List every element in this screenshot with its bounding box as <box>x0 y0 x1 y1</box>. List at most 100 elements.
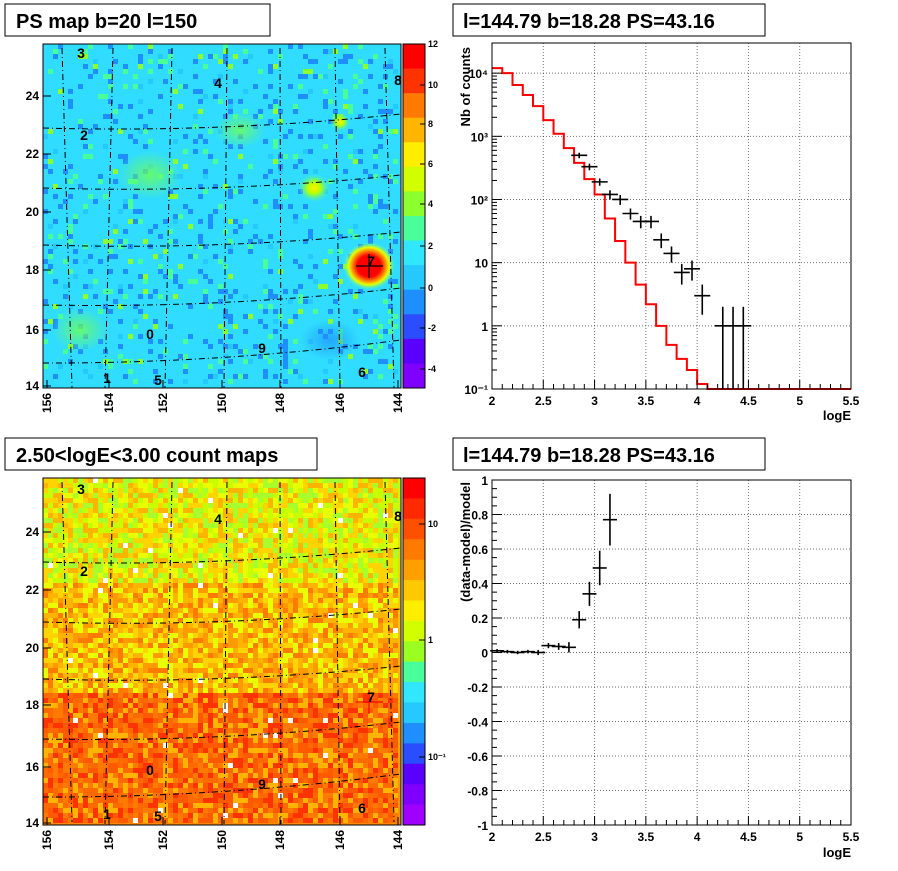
map-pixel <box>258 319 263 324</box>
map-pixel <box>78 688 83 693</box>
map-pixel <box>158 623 163 628</box>
map-pixel <box>73 783 78 788</box>
map-pixel <box>233 79 238 84</box>
map-pixel <box>193 628 198 633</box>
map-pixel <box>158 653 163 658</box>
map-pixel <box>188 788 193 793</box>
map-pixel <box>243 613 248 618</box>
map-pixel <box>118 728 123 733</box>
map-pixel <box>63 653 68 658</box>
map-pixel <box>273 573 278 578</box>
map-pixel <box>58 478 63 483</box>
map-pixel <box>298 134 303 139</box>
map-pixel <box>323 598 328 603</box>
map-pixel <box>43 653 48 658</box>
map-pixel <box>288 493 293 498</box>
map-pixel <box>208 528 213 533</box>
map-pixel <box>258 738 263 743</box>
map-pixel <box>88 663 93 668</box>
map-pixel <box>218 703 223 708</box>
map-pixel <box>108 553 113 558</box>
map-pixel <box>353 149 358 154</box>
map-pixel <box>103 144 108 149</box>
map-pixel <box>113 224 118 229</box>
map-pixel <box>73 259 78 264</box>
map-pixel <box>198 538 203 543</box>
map-pixel <box>123 633 128 638</box>
map-pixel <box>248 633 253 638</box>
map-pixel <box>288 44 293 49</box>
map-pixel <box>298 773 303 778</box>
map-pixel <box>333 274 338 279</box>
map-pixel <box>88 673 93 678</box>
map-pixel <box>168 703 173 708</box>
map-pixel <box>53 618 58 623</box>
map-pixel <box>218 698 223 703</box>
map-pixel <box>378 134 383 139</box>
map-pixel <box>303 768 308 773</box>
map-pixel <box>313 788 318 793</box>
map-pixel <box>233 503 238 508</box>
map-pixel <box>293 613 298 618</box>
map-pixel <box>123 528 128 533</box>
map-pixel <box>248 748 253 753</box>
map-pixel <box>88 498 93 503</box>
map-pixel <box>53 783 58 788</box>
map-pixel <box>138 693 143 698</box>
map-pixel <box>308 783 313 788</box>
map-pixel <box>118 304 123 309</box>
map-pixel <box>143 523 148 528</box>
map-pixel <box>143 568 148 573</box>
map-pixel <box>168 578 173 583</box>
map-pixel <box>158 758 163 763</box>
map-pixel <box>73 658 78 663</box>
map-pixel <box>143 663 148 668</box>
map-pixel <box>73 568 78 573</box>
map-pixel <box>188 538 193 543</box>
map-pixel <box>53 558 58 563</box>
map-pixel <box>218 708 223 713</box>
map-pixel <box>108 643 113 648</box>
map-pixel <box>103 668 108 673</box>
map-pixel <box>268 738 273 743</box>
map-pixel <box>208 763 213 768</box>
map-pixel <box>303 593 308 598</box>
colorbar-label: 2 <box>428 241 433 251</box>
map-pixel <box>283 533 288 538</box>
map-pixel <box>63 259 68 264</box>
map-pixel <box>118 638 123 643</box>
map-pixel <box>63 738 68 743</box>
map-pixel <box>178 658 183 663</box>
map-pixel <box>158 538 163 543</box>
map-pixel <box>158 294 163 299</box>
map-pixel <box>303 673 308 678</box>
map-pixel <box>318 134 323 139</box>
map-pixel <box>138 628 143 633</box>
map-pixel <box>158 64 163 69</box>
map-pixel <box>118 543 123 548</box>
map-pixel <box>353 309 358 314</box>
map-pixel <box>113 573 118 578</box>
map-pixel <box>83 733 88 738</box>
map-pixel <box>193 114 198 119</box>
map-pixel <box>43 683 48 688</box>
map-pixel <box>183 478 188 483</box>
x-tick-label: 152 <box>156 393 170 413</box>
map-pixel <box>188 588 193 593</box>
map-pixel <box>198 523 203 528</box>
map-pixel <box>278 553 283 558</box>
map-pixel <box>308 678 313 683</box>
map-pixel <box>313 643 318 648</box>
map-pixel <box>263 648 268 653</box>
map-pixel <box>273 688 278 693</box>
map-pixel <box>283 503 288 508</box>
map-pixel <box>168 194 173 199</box>
map-pixel <box>288 733 293 738</box>
map-pixel <box>83 713 88 718</box>
map-pixel <box>303 54 308 59</box>
map-pixel <box>183 379 188 384</box>
map-pixel <box>343 54 348 59</box>
map-pixel <box>318 508 323 513</box>
map-pixel <box>238 813 243 818</box>
map-pixel <box>393 159 398 164</box>
